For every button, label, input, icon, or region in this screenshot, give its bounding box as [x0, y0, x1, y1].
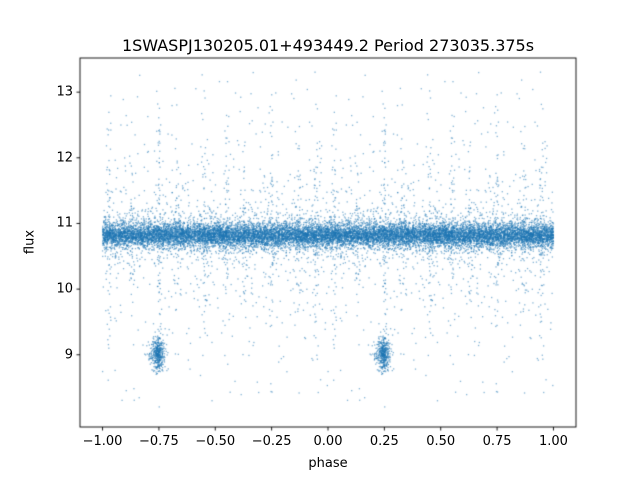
y-tick-label-0: 9 [64, 347, 73, 363]
y-tick-label-3: 12 [56, 150, 73, 166]
x-tick-label-4: 0.00 [313, 434, 343, 449]
x-tick-label-1: −0.75 [138, 434, 179, 449]
chart-title: 1SWASPJ130205.01+493449.2 Period 273035.… [121, 36, 535, 55]
x-tick-label-6: 0.50 [426, 434, 456, 449]
x-tick-label-5: 0.25 [369, 434, 399, 449]
y-tick-label-4: 13 [56, 84, 73, 100]
y-tick-label-1: 10 [56, 281, 73, 297]
x-tick-label-8: 1.00 [538, 434, 568, 449]
x-tick-label-7: 0.75 [482, 434, 512, 449]
x-tick-label-3: −0.25 [251, 434, 292, 449]
y-axis-label: flux [22, 229, 38, 255]
x-axis-label: phase [308, 456, 348, 471]
y-tick-label-2: 11 [56, 215, 73, 231]
x-tick-label-0: −1.00 [82, 434, 123, 449]
x-tick-label-2: −0.50 [195, 434, 236, 449]
